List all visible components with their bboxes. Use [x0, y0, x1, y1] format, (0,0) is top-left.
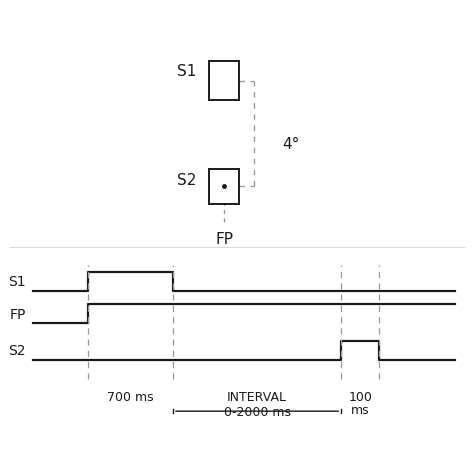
Text: 0-2000 ms: 0-2000 ms [224, 405, 291, 418]
Text: ms: ms [351, 403, 370, 416]
Bar [209, 170, 239, 204]
Text: INTERVAL: INTERVAL [227, 390, 287, 403]
Text: 700 ms: 700 ms [107, 390, 154, 403]
Text: 100: 100 [348, 390, 372, 403]
Text: S1: S1 [177, 64, 197, 78]
Text: S2: S2 [9, 344, 26, 358]
Text: FP: FP [215, 232, 233, 247]
Text: FP: FP [9, 307, 26, 321]
Text: S2: S2 [177, 173, 197, 187]
Bar [209, 62, 239, 101]
Text: 4°: 4° [283, 137, 300, 152]
Text: S1: S1 [9, 275, 26, 289]
